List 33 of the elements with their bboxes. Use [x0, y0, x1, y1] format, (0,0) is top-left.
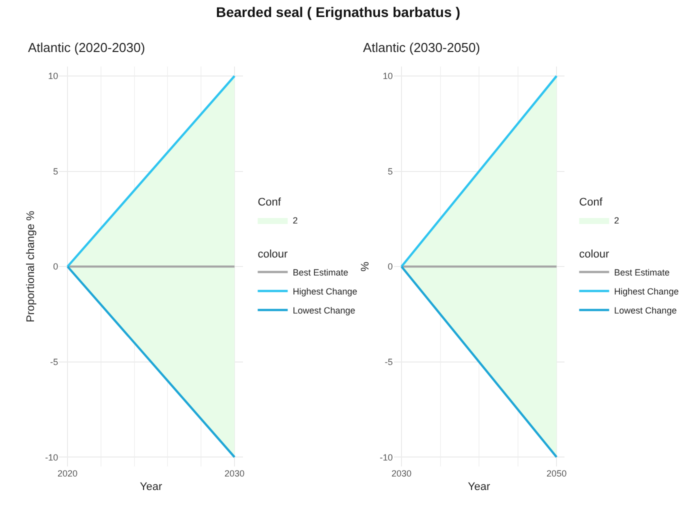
y-tick-label: 0 [388, 262, 393, 272]
x-axis-title: Year [468, 480, 490, 493]
legend-label: 2 [614, 216, 620, 226]
y-tick-label: 0 [53, 262, 58, 272]
legend-label: Lowest Change [292, 306, 356, 316]
chart-title: Atlantic (2030-2050) [363, 40, 480, 55]
legend-label: Highest Change [614, 286, 679, 297]
chart-title: Atlantic (2020-2030) [28, 40, 146, 55]
y-tick-label: 5 [53, 166, 58, 176]
legend-label: 2 [292, 216, 298, 226]
y-tick-label: 5 [388, 166, 393, 176]
x-tick-label: 2030 [391, 468, 412, 479]
y-tick-label: -10 [45, 452, 58, 462]
y-tick-label: -5 [50, 356, 58, 367]
text: colour [258, 248, 288, 260]
x-axis-title: Year [140, 480, 162, 493]
legend-label: Lowest Change [614, 306, 677, 316]
x-tick-label: 2030 [224, 468, 245, 479]
y-axis-title: Proportional change % [24, 210, 37, 322]
text: colour [579, 248, 610, 260]
legend-label: Best Estimate [292, 268, 348, 278]
x-tick-label: 2020 [58, 468, 78, 479]
x-tick-label: 2050 [546, 468, 567, 479]
text: Conf [579, 196, 602, 208]
text: Conf [258, 196, 281, 208]
y-tick-label: 10 [382, 71, 393, 82]
legend-label: Highest Change [292, 286, 358, 297]
y-tick-label: -10 [380, 452, 393, 462]
y-tick-label: 10 [48, 71, 58, 82]
y-tick-label: -5 [384, 356, 393, 367]
text: Bearded seal ( Erignathus barbatus ) [216, 4, 460, 20]
y-axis-title: % [359, 261, 372, 272]
legend-label: Best Estimate [614, 268, 670, 278]
